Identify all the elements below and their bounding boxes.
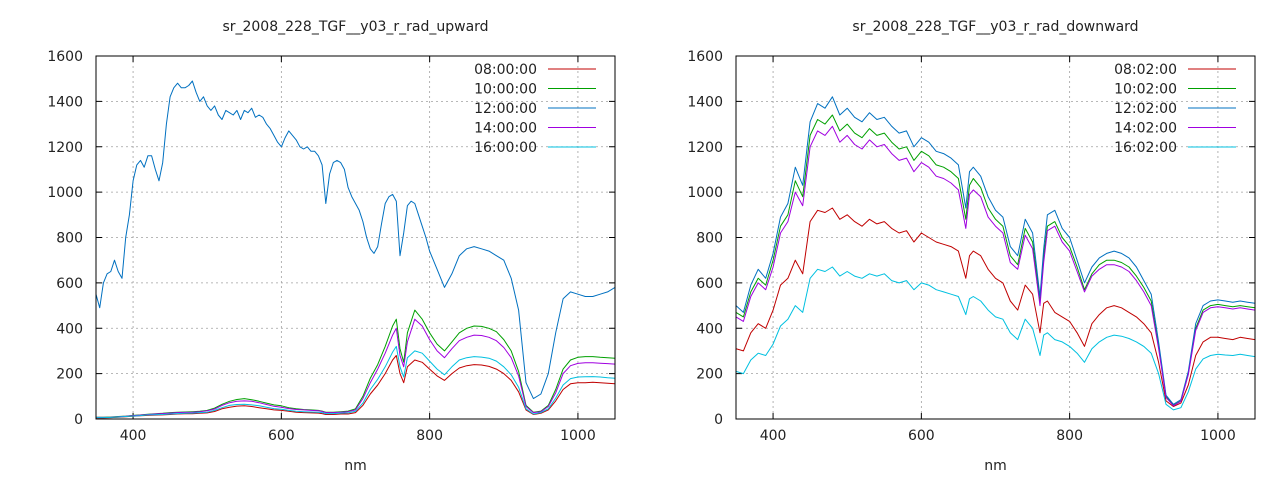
y-tick-label: 0: [714, 412, 723, 428]
series-line-12-02-00: [736, 96, 1255, 405]
series-lines: [96, 80, 615, 419]
x-axis-label: nm: [984, 458, 1007, 474]
y-tick-label: 1400: [47, 94, 83, 110]
y-tick-label: 1200: [687, 140, 723, 156]
legend-label: 14:00:00: [474, 121, 537, 137]
x-tick-label: 600: [908, 428, 935, 444]
series-line-08-02-00: [736, 207, 1255, 407]
x-tick-label: 1000: [1200, 428, 1236, 444]
series-line-10-02-00: [736, 114, 1255, 406]
y-tick-label: 400: [696, 321, 723, 337]
chart-downward: sr_2008_228_TGF__y03_r_rad_downward 400 60…: [687, 19, 1256, 474]
x-tick-label: 400: [120, 428, 147, 444]
series-line-12-00-00: [96, 80, 615, 400]
legend-label: 16:02:00: [1114, 140, 1177, 156]
x-tick-label: 400: [760, 428, 787, 444]
legend-label: 14:02:00: [1114, 121, 1177, 137]
legend-label: 08:00:00: [474, 62, 537, 78]
x-axis-label: nm: [344, 458, 367, 474]
chart-title: sr_2008_228_TGF__y03_r_rad_downward: [852, 19, 1138, 35]
y-tick-label: 1400: [687, 94, 723, 110]
chart-upward: sr_2008_228_TGF__y03_r_rad_upward 400 600 8…: [47, 19, 616, 474]
y-tick-label: 0: [74, 412, 83, 428]
legend-label: 08:02:00: [1114, 62, 1177, 78]
series-line-16-00-00: [96, 345, 615, 419]
x-tick-label: 800: [1056, 428, 1083, 444]
y-tick-label: 1200: [47, 140, 83, 156]
series-line-14-02-00: [736, 125, 1255, 407]
series-line-16-02-00: [736, 266, 1255, 411]
y-tick-label: 800: [56, 231, 83, 247]
y-tick-label: 200: [696, 367, 723, 383]
y-tick-label: 1000: [47, 185, 83, 201]
series-line-14-00-00: [96, 318, 615, 418]
series-lines: [736, 96, 1255, 411]
legend-label: 12:00:00: [474, 101, 537, 117]
series-line-08-00-00: [96, 355, 615, 419]
y-tick-label: 600: [696, 276, 723, 292]
chart-title: sr_2008_228_TGF__y03_r_rad_upward: [222, 19, 488, 35]
legend-label: 16:00:00: [474, 140, 537, 156]
x-tick-label: 600: [268, 428, 295, 444]
legend-label: 10:00:00: [474, 82, 537, 98]
x-tick-label: 800: [416, 428, 443, 444]
x-tick-label: 1000: [560, 428, 596, 444]
y-tick-label: 1000: [687, 185, 723, 201]
y-tick-label: 200: [56, 367, 83, 383]
y-tick-label: 800: [696, 231, 723, 247]
y-tick-label: 1600: [687, 49, 723, 65]
y-tick-label: 400: [56, 321, 83, 337]
y-tick-label: 1600: [47, 49, 83, 65]
legend-label: 10:02:00: [1114, 82, 1177, 98]
series-line-10-00-00: [96, 309, 615, 418]
plot-frame: [735, 55, 1256, 420]
y-tick-label: 600: [56, 276, 83, 292]
plot-frame: [95, 55, 616, 420]
legend-label: 12:02:00: [1114, 101, 1177, 117]
